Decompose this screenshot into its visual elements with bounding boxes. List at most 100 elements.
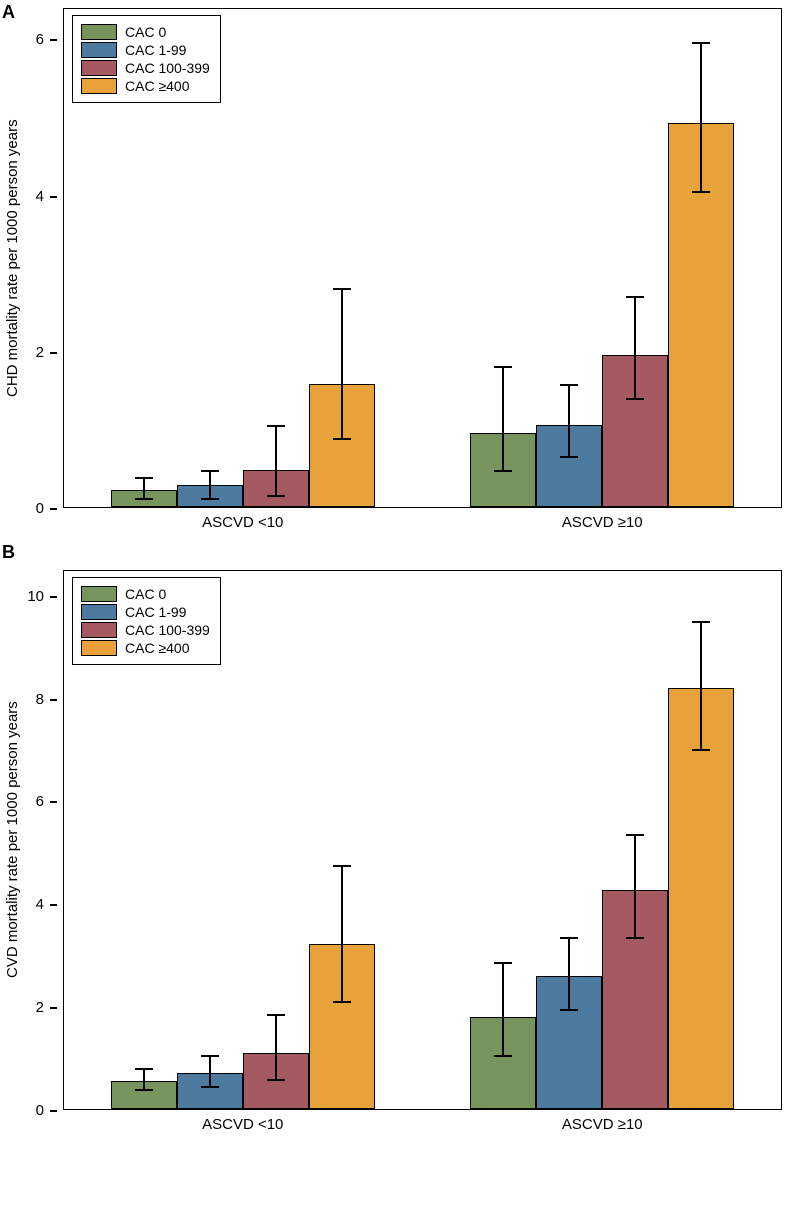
bar-group: [423, 571, 782, 1109]
legend-item: CAC 0: [81, 586, 210, 602]
error-cap-bottom: [135, 1089, 153, 1091]
error-line: [568, 938, 570, 1010]
legend-label: CAC 100-399: [125, 622, 210, 638]
error-line: [341, 866, 343, 1002]
tick-mark: [50, 1007, 57, 1009]
error-cap-top: [135, 1068, 153, 1070]
x-axis: ASCVD <10 ASCVD ≥10: [63, 508, 782, 540]
error-cap-bottom: [494, 1055, 512, 1057]
error-cap-top: [267, 1014, 285, 1016]
x-tick-label: ASCVD ≥10: [562, 514, 643, 531]
tick-label: 10: [27, 588, 44, 605]
legend-label: CAC ≥400: [125, 640, 190, 656]
bar: [668, 123, 734, 507]
legend-swatch: [81, 586, 117, 602]
y-axis-label: CVD mortality rate per 1000 person years: [0, 570, 29, 1110]
legend-item: CAC ≥400: [81, 78, 210, 94]
error-cap-bottom: [333, 1001, 351, 1003]
error-line: [700, 622, 702, 750]
error-line: [502, 367, 504, 470]
tick-label: 6: [36, 793, 44, 810]
tick-mark: [50, 699, 57, 701]
bar: [111, 490, 177, 507]
legend-item: CAC 100-399: [81, 60, 210, 76]
legend: CAC 0CAC 1-99CAC 100-399CAC ≥400: [72, 15, 221, 103]
error-cap-top: [135, 477, 153, 479]
legend: CAC 0 CAC 1-99 CAC 100-399 CAC ≥400: [72, 577, 221, 665]
error-cap-bottom: [626, 398, 644, 400]
error-line: [209, 471, 211, 499]
error-cap-bottom: [692, 191, 710, 193]
panel-b: BCVD mortality rate per 1000 person year…: [0, 540, 800, 1142]
tick-label: 4: [36, 896, 44, 913]
chart-outer: CVD mortality rate per 1000 person years…: [0, 570, 800, 1142]
bar: [536, 976, 602, 1109]
error-cap-bottom: [494, 470, 512, 472]
bar: [536, 425, 602, 507]
bar: [470, 433, 536, 507]
bar-group: [423, 9, 782, 507]
error-cap-bottom: [267, 1079, 285, 1081]
legend-swatch: [81, 640, 117, 656]
tick-label: 8: [36, 691, 44, 708]
bar: [177, 1073, 243, 1109]
bars: [470, 9, 734, 507]
legend-item: CAC 1-99: [81, 604, 210, 620]
bar: [470, 1017, 536, 1109]
error-cap-bottom: [267, 495, 285, 497]
error-line: [502, 963, 504, 1056]
plot-column: 0246CAC 0CAC 1-99CAC 100-399CAC ≥400ASCV…: [63, 8, 782, 540]
tick-label: 0: [36, 500, 44, 517]
bars: [470, 571, 734, 1109]
error-cap-bottom: [201, 1086, 219, 1088]
error-cap-top: [494, 962, 512, 964]
plot-area: 0246CAC 0CAC 1-99CAC 100-399CAC ≥400: [63, 8, 782, 508]
error-line: [634, 297, 636, 399]
bar: [243, 1053, 309, 1109]
tick-label: 4: [36, 188, 44, 205]
tick-mark: [50, 904, 57, 906]
error-cap-top: [494, 366, 512, 368]
legend-swatch: [81, 604, 117, 620]
x-tick-label: ASCVD <10: [202, 514, 283, 531]
chart-outer: CHD mortality rate per 1000 person years…: [0, 8, 800, 540]
error-cap-top: [626, 296, 644, 298]
legend-swatch: [81, 42, 117, 58]
error-line: [568, 385, 570, 458]
bar: [177, 485, 243, 507]
x-tick-label: ASCVD <10: [202, 1116, 283, 1133]
legend-item: CAC ≥400: [81, 640, 210, 656]
legend-swatch: [81, 24, 117, 40]
legend-item: CAC 1-99: [81, 42, 210, 58]
legend-swatch: [81, 60, 117, 76]
y-axis-label: CHD mortality rate per 1000 person years: [0, 8, 29, 508]
error-cap-bottom: [135, 498, 153, 500]
legend-swatch: [81, 78, 117, 94]
bar: [309, 944, 375, 1109]
error-cap-top: [560, 937, 578, 939]
error-line: [143, 1069, 145, 1091]
error-line: [275, 1015, 277, 1080]
tick-label: 0: [36, 1102, 44, 1119]
error-cap-bottom: [201, 498, 219, 500]
error-cap-top: [333, 288, 351, 290]
legend-label: CAC 1-99: [125, 604, 186, 620]
error-cap-bottom: [560, 1009, 578, 1011]
tick-mark: [50, 352, 57, 354]
error-cap-top: [692, 42, 710, 44]
bar: [111, 1081, 177, 1109]
bar: [602, 355, 668, 507]
x-axis: ASCVD <10ASCVD ≥10: [63, 1110, 782, 1142]
bar: [668, 688, 734, 1109]
tick-mark: [50, 39, 57, 41]
error-cap-top: [333, 865, 351, 867]
error-cap-top: [626, 834, 644, 836]
error-line: [143, 478, 145, 498]
error-cap-bottom: [560, 456, 578, 458]
legend-label: CAC 100-399: [125, 60, 210, 76]
error-cap-top: [201, 1055, 219, 1057]
tick-mark: [50, 508, 57, 510]
tick-mark: [50, 801, 57, 803]
tick-mark: [50, 196, 57, 198]
error-line: [634, 835, 636, 938]
